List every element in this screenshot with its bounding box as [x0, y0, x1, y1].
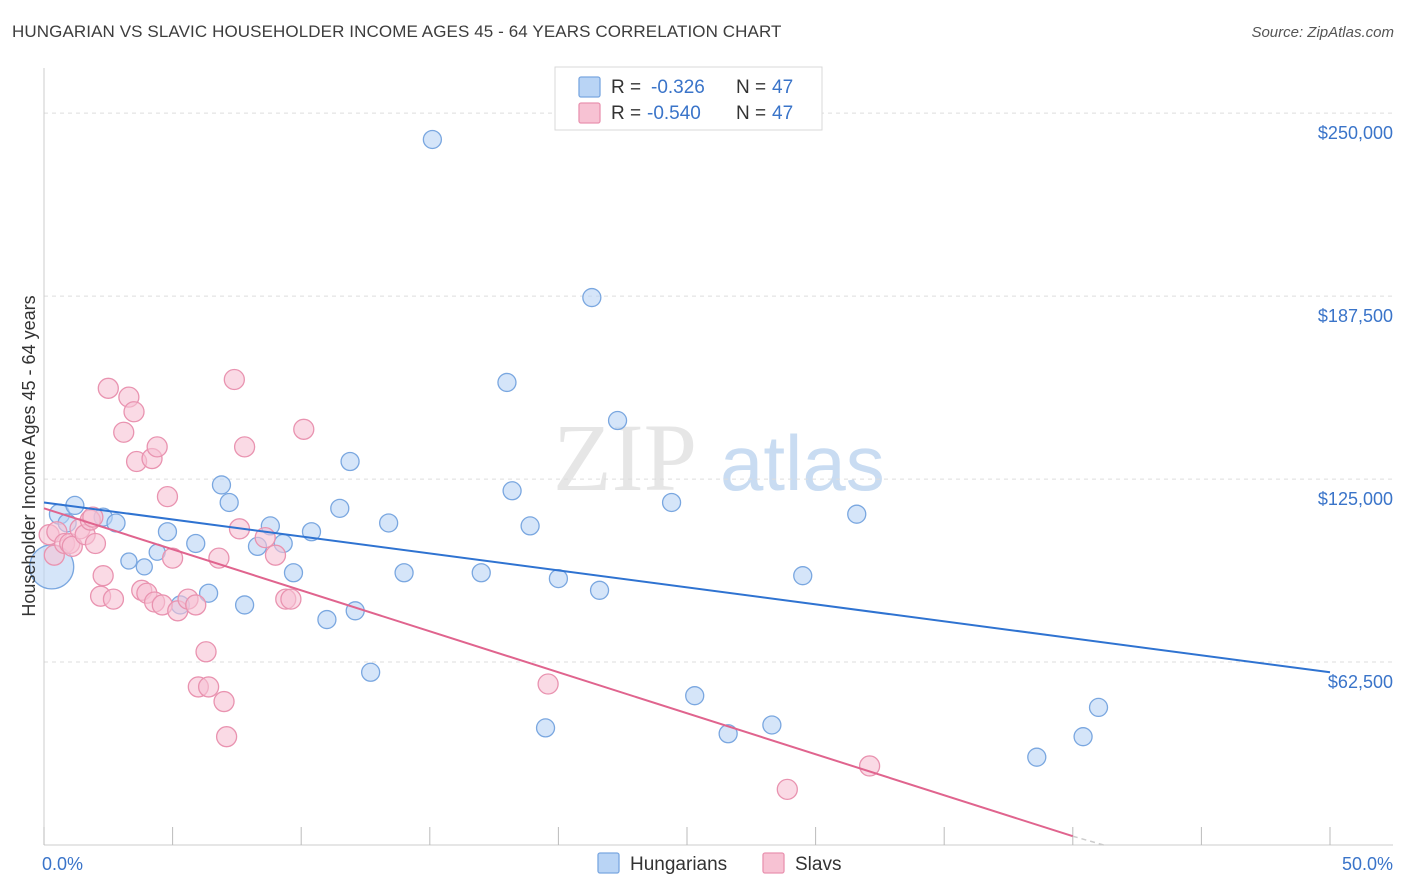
legend-r-label: R =: [611, 77, 641, 98]
y-axis-label: Householder Income Ages 45 - 64 years: [19, 295, 39, 616]
y-tick-label: $250,000: [1318, 123, 1393, 143]
x-tick-label-max: 50.0%: [1342, 854, 1393, 874]
hungarian-point: [548, 568, 569, 589]
gridlines: [44, 112, 1393, 663]
y-tick-label: $187,500: [1318, 306, 1393, 326]
hungarian-point: [360, 662, 381, 682]
hungarian-point: [234, 595, 255, 615]
legend-n-slavs: 47: [772, 103, 793, 124]
hungarian-point: [582, 287, 602, 308]
legend-n-label: N =: [736, 77, 766, 98]
bottom-legend-hungarians: Hungarians: [630, 854, 727, 875]
slav-point: [858, 755, 881, 777]
watermark: ZIP atlas: [553, 404, 885, 511]
hungarian-point: [135, 558, 153, 576]
hungarian-point: [471, 563, 491, 583]
slav-point: [123, 401, 145, 423]
hungarian-point: [685, 686, 705, 706]
slav-point: [197, 676, 220, 698]
bottom-legend-swatch-slavs: [762, 852, 785, 874]
slav-point: [233, 436, 256, 458]
source-label: Source: ZipAtlas.com: [1251, 24, 1394, 41]
y-tick-labels: $62,500 $125,000 $187,500 $250,000: [1318, 123, 1393, 692]
hungarian-point: [502, 481, 522, 501]
hungarian-point: [535, 718, 556, 738]
slav-point: [264, 544, 287, 566]
hungarian-point: [157, 522, 178, 542]
hungarian-point: [219, 492, 239, 513]
hungarian-point: [589, 580, 610, 600]
hungarian-point: [120, 552, 138, 570]
slav-point: [97, 377, 119, 399]
slav-point: [195, 641, 217, 663]
hungarian-point: [661, 492, 682, 513]
slav-point: [146, 436, 168, 458]
hungarian-point: [718, 724, 738, 744]
hungarian-point: [607, 410, 628, 431]
hungarian-point: [847, 504, 867, 524]
hungarian-point: [497, 372, 517, 393]
hungarian-point: [793, 566, 813, 586]
slav-point: [223, 368, 245, 391]
slav-point: [84, 532, 107, 555]
y-tick-label: $62,500: [1328, 672, 1393, 692]
bottom-legend-swatch-hungarians: [597, 852, 620, 874]
slav-point: [161, 547, 184, 569]
hungarian-point: [422, 129, 443, 150]
slav-point: [113, 421, 135, 443]
hungarian-point: [1088, 697, 1109, 718]
legend-n-label: N =: [736, 103, 766, 124]
hungarian-point: [1027, 747, 1047, 767]
trendline-hungarians: [43, 501, 1331, 674]
legend-r-slavs: -0.540: [647, 103, 701, 124]
hungarian-point: [186, 533, 206, 554]
slav-point: [92, 565, 114, 587]
y-tick-label: $125,000: [1318, 489, 1393, 509]
slav-point: [776, 778, 798, 801]
slav-point: [102, 588, 125, 610]
hungarian-point: [283, 563, 304, 583]
hungarian-point: [1073, 727, 1093, 747]
hungarian-point: [520, 516, 540, 536]
hungarian-point: [317, 609, 337, 630]
hungarian-point: [340, 451, 360, 472]
hungarian-point: [211, 475, 232, 495]
slav-point: [156, 485, 179, 508]
hungarian-point: [198, 583, 219, 603]
hungarian-point: [378, 513, 399, 533]
bottom-legend-slavs: Slavs: [795, 854, 841, 875]
trendline-slavs: [43, 507, 1074, 838]
legend-n-hungarians: 47: [772, 77, 793, 98]
trendline-extension: [1072, 835, 1104, 846]
slav-point: [537, 673, 559, 695]
chart-title: HUNGARIAN VS SLAVIC HOUSEHOLDER INCOME A…: [12, 22, 782, 41]
slav-point: [213, 690, 235, 713]
correlation-legend: R = -0.326 N = 47 R = -0.540 N = 47: [554, 66, 823, 131]
hungarian-point: [394, 563, 414, 583]
x-tick-labels: 0.0% 50.0%: [42, 854, 1393, 874]
legend-swatch-slavs: [578, 102, 601, 124]
legend-r-hungarians: -0.326: [651, 77, 705, 98]
slav-point: [280, 588, 302, 610]
slav-point: [215, 726, 238, 748]
legend-r-label: R =: [611, 103, 641, 124]
slav-point: [293, 418, 315, 440]
slav-point: [185, 594, 207, 616]
series-legend: Hungarians Slavs: [597, 852, 841, 875]
legend-swatch-hungarians: [578, 76, 601, 98]
axes: [43, 68, 1393, 846]
watermark-atlas: atlas: [720, 419, 885, 507]
hungarian-point: [762, 715, 782, 735]
scatter-points: [29, 129, 1109, 801]
x-tick-label-min: 0.0%: [42, 854, 83, 874]
hungarian-point: [330, 498, 350, 518]
trendlines: [43, 501, 1331, 846]
